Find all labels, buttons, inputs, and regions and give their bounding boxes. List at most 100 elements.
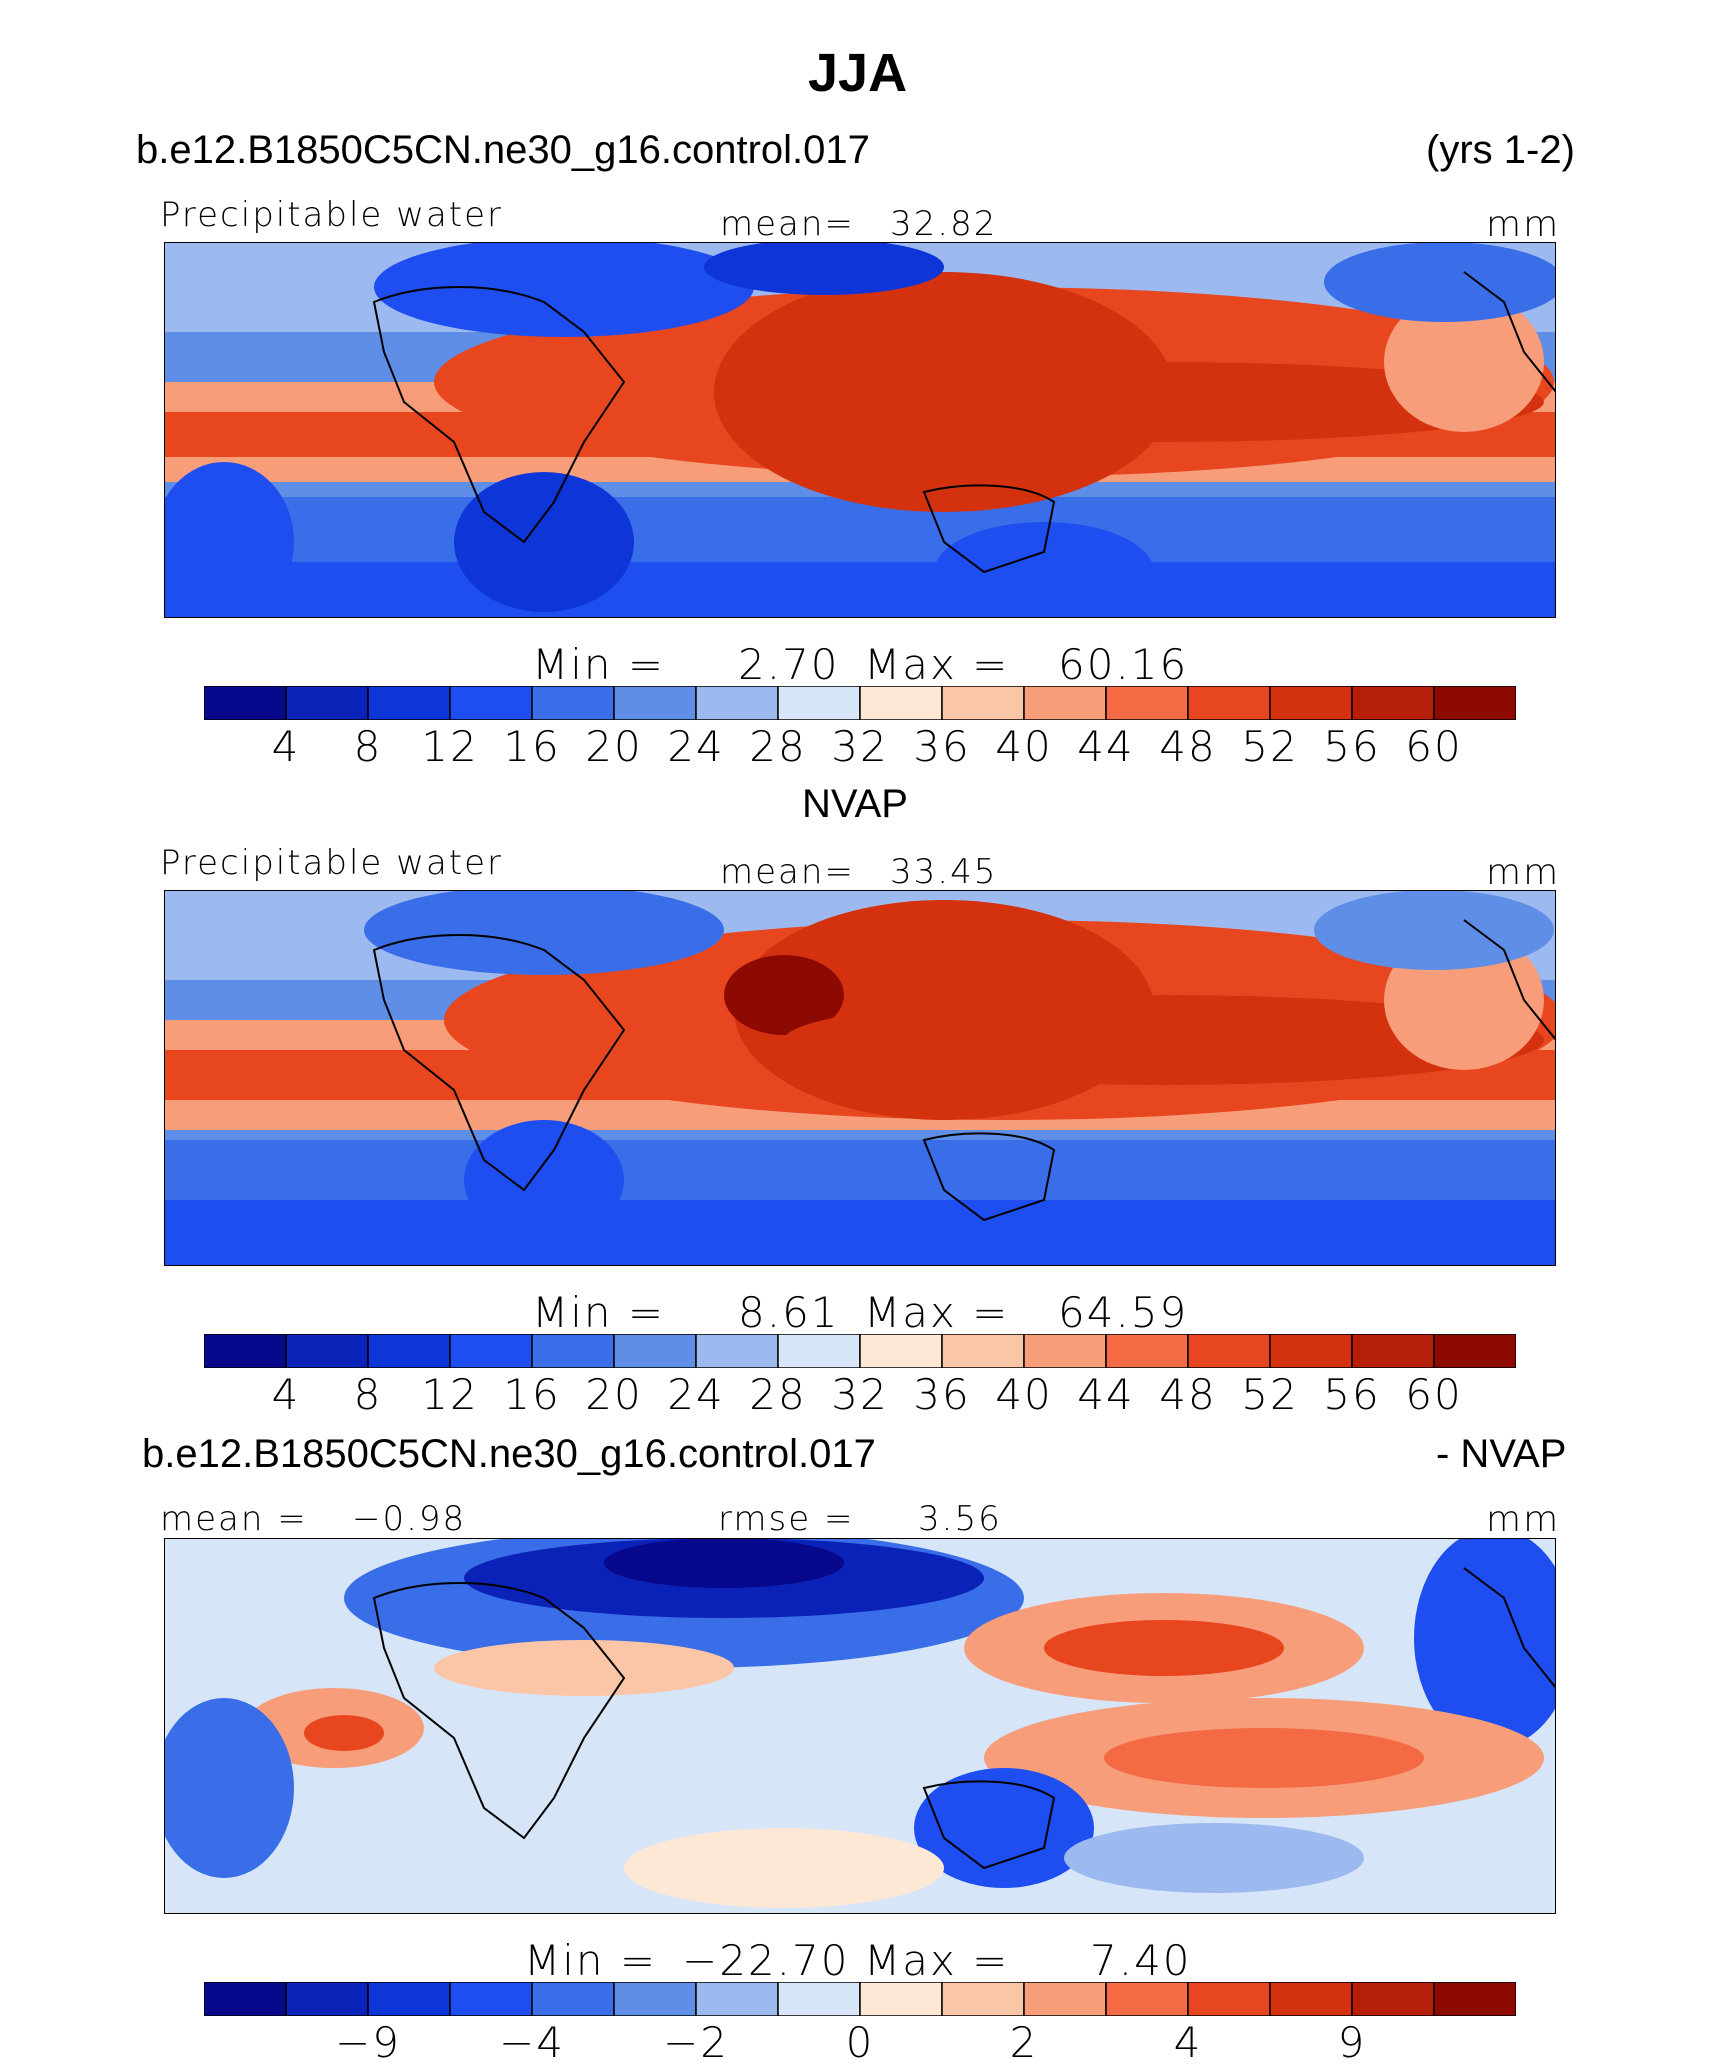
panel1-colorbar [204, 686, 1516, 720]
panel3-mean-value: −0.98 [352, 1499, 467, 1539]
colorbar-tick: 8 [353, 722, 383, 771]
panel2-min-label: Min = [532, 1288, 666, 1337]
panel1-map [164, 242, 1556, 618]
colorbar-tick: 12 [421, 1370, 479, 1419]
colorbar-tick: 28 [749, 1370, 807, 1419]
colorbar-box [777, 686, 861, 720]
colorbar-box [367, 686, 451, 720]
colorbar-box [531, 1982, 615, 2016]
panel2-min-value: 8.61 [738, 1288, 840, 1337]
colorbar-tick: 56 [1323, 1370, 1381, 1419]
colorbar-box [1105, 1982, 1189, 2016]
colorbar-tick: 24 [667, 722, 725, 771]
colorbar-tick: 36 [913, 1370, 971, 1419]
panel3-colorbar [204, 1982, 1516, 2016]
colorbar-box [285, 1334, 369, 1368]
colorbar-box [859, 686, 943, 720]
colorbar-tick: 28 [749, 722, 807, 771]
colorbar-box [1105, 1334, 1189, 1368]
page-title: JJA [808, 43, 908, 103]
colorbar-box [1023, 1334, 1107, 1368]
colorbar-box [204, 1334, 287, 1368]
panel3-rmse-value: 3.56 [918, 1499, 1002, 1539]
panel1-title: Precipitable water [160, 195, 504, 235]
colorbar-box [285, 1982, 369, 2016]
colorbar-box [1187, 1334, 1271, 1368]
colorbar-box [285, 686, 369, 720]
panel1-min-value: 2.70 [738, 640, 840, 689]
colorbar-box [449, 1334, 533, 1368]
panel1-min-label: Min = [532, 640, 666, 689]
colorbar-tick: 52 [1241, 722, 1299, 771]
colorbar-tick: 60 [1405, 722, 1463, 771]
colorbar-box [941, 1334, 1025, 1368]
colorbar-tick: 12 [421, 722, 479, 771]
case-name: b.e12.B1850C5CN.ne30_g16.control.017 [136, 128, 870, 172]
colorbar-tick: 48 [1159, 722, 1217, 771]
obs-name: NVAP [802, 782, 908, 826]
colorbar-box [695, 1982, 779, 2016]
colorbar-tick: 52 [1241, 1370, 1299, 1419]
panel3-max-value: 7.40 [1090, 1936, 1192, 1985]
diff-suffix: - NVAP [1436, 1432, 1567, 1476]
colorbar-box [1351, 686, 1435, 720]
colorbar-tick: 16 [503, 1370, 561, 1419]
colorbar-box [1351, 1334, 1435, 1368]
colorbar-box [204, 686, 287, 720]
panel2-mean-label: mean= [720, 852, 855, 892]
colorbar-box [449, 1982, 533, 2016]
years-label: (yrs 1-2) [1426, 128, 1575, 172]
colorbar-tick: 16 [503, 722, 561, 771]
colorbar-tick: 40 [995, 1370, 1053, 1419]
panel2-colorbar [204, 1334, 1516, 1368]
colorbar-tick: 20 [585, 722, 643, 771]
panel3-max-label: Max = [864, 1936, 1010, 1985]
panel2-units: mm [1486, 852, 1561, 893]
colorbar-box [531, 1334, 615, 1368]
panel1-mean-value: 32.82 [890, 204, 998, 244]
panel1-max-label: Max = [864, 640, 1010, 689]
colorbar-tick: 4 [271, 722, 301, 771]
colorbar-box [941, 1982, 1025, 2016]
colorbar-tick: 20 [585, 1370, 643, 1419]
panel2-title: Precipitable water [160, 843, 504, 883]
diff-case-name: b.e12.B1850C5CN.ne30_g16.control.017 [142, 1432, 876, 1476]
colorbar-box [859, 1982, 943, 2016]
panel3-min-label: Min = [524, 1936, 658, 1985]
panel2-max-value: 64.59 [1058, 1288, 1189, 1337]
colorbar-box [1269, 1334, 1353, 1368]
colorbar-box [1433, 686, 1516, 720]
colorbar-box [695, 686, 779, 720]
colorbar-box [531, 686, 615, 720]
colorbar-tick: 4 [271, 1370, 301, 1419]
colorbar-box [613, 1982, 697, 2016]
colorbar-box [1433, 1334, 1516, 1368]
colorbar-tick: 40 [995, 722, 1053, 771]
panel1-max-value: 60.16 [1058, 640, 1189, 689]
colorbar-box [1023, 1982, 1107, 2016]
colorbar-tick: 60 [1405, 1370, 1463, 1419]
colorbar-tick: −4 [499, 2018, 565, 2067]
panel3-rmse-label: rmse = [718, 1499, 855, 1539]
panel3-mean-label: mean = [160, 1499, 308, 1539]
colorbar-box [1351, 1982, 1435, 2016]
colorbar-box [777, 1982, 861, 2016]
colorbar-box [1269, 686, 1353, 720]
panel3-min-value: −22.70 [682, 1936, 850, 1985]
panel2-map [164, 890, 1556, 1266]
panel3-units: mm [1486, 1499, 1561, 1540]
colorbar-box [1269, 1982, 1353, 2016]
colorbar-box [1187, 686, 1271, 720]
colorbar-tick: 8 [353, 1370, 383, 1419]
panel3-map [164, 1538, 1556, 1914]
colorbar-tick: 56 [1323, 722, 1381, 771]
colorbar-box [367, 1334, 451, 1368]
colorbar-box [613, 1334, 697, 1368]
panel2-max-label: Max = [864, 1288, 1010, 1337]
colorbar-tick: 44 [1077, 1370, 1135, 1419]
colorbar-box [695, 1334, 779, 1368]
colorbar-tick: 2 [1009, 2018, 1039, 2067]
colorbar-tick: 4 [1173, 2018, 1203, 2067]
colorbar-box [204, 1982, 287, 2016]
colorbar-box [1187, 1982, 1271, 2016]
